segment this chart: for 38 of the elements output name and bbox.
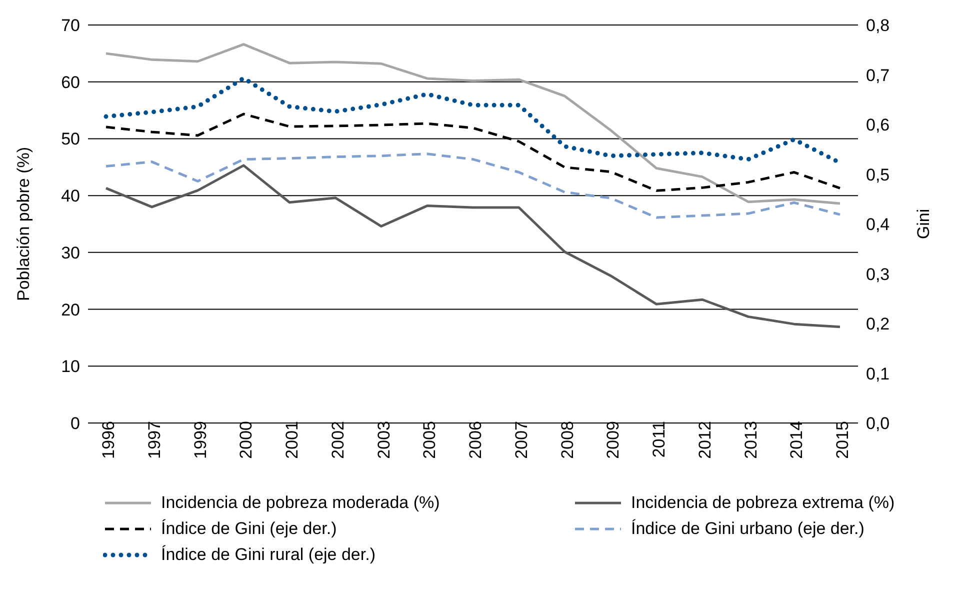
y2-tick-label: 0,5 (866, 165, 890, 184)
x-tick-label: 2002 (328, 421, 348, 459)
y-tick-label: 20 (61, 300, 80, 320)
y2-tick-label: 0,0 (866, 414, 890, 434)
x-tick-label: 2001 (282, 421, 302, 459)
y2-tick-label: 0,6 (866, 116, 890, 135)
y2-tick-label: 0,1 (866, 364, 890, 384)
line-series (104, 43, 842, 205)
x-tick-label: 2005 (420, 421, 440, 459)
y-tick-label: 0 (70, 414, 80, 434)
x-tick-label: 1996 (99, 421, 118, 459)
y-tick-label: 60 (61, 72, 80, 92)
legend-label: Índice de Gini urbano (eje der.) (631, 519, 864, 539)
y-tick-label: 10 (61, 357, 80, 376)
x-tick-label: 2011 (650, 421, 669, 458)
y2-tick-label: 0,3 (866, 264, 890, 284)
x-tick-label: 2007 (512, 421, 531, 459)
legend-label: Incidencia de pobreza extrema (%) (631, 493, 895, 513)
x-tick-label: 1997 (144, 421, 164, 459)
y-tick-label: 30 (61, 243, 80, 262)
y2-tick-label: 0,7 (866, 66, 890, 85)
y-tick-label: 50 (61, 130, 80, 149)
x-tick-label: 2014 (787, 421, 806, 459)
y2-tick-label: 0,8 (866, 16, 890, 36)
x-tick-label: 2012 (695, 421, 714, 459)
x-tick-label: 2006 (466, 421, 486, 459)
y-axis-title: Población pobre (%) (14, 146, 34, 302)
y-tick-label: 40 (61, 186, 80, 206)
y2-tick-label: 0,2 (866, 314, 890, 334)
y2-tick-label: 0,4 (866, 215, 890, 234)
line-series (104, 152, 842, 219)
y2-axis-title: Gini (914, 208, 934, 240)
legend-label: Incidencia de pobreza moderada (%) (161, 493, 440, 513)
line-series (104, 164, 842, 328)
y-tick-label: 70 (61, 16, 80, 36)
legend-label: Índice de Gini (eje der.) (161, 519, 337, 539)
x-tick-label: 2015 (833, 421, 852, 459)
legend-label: Índice de Gini rural (eje der.) (161, 545, 376, 565)
